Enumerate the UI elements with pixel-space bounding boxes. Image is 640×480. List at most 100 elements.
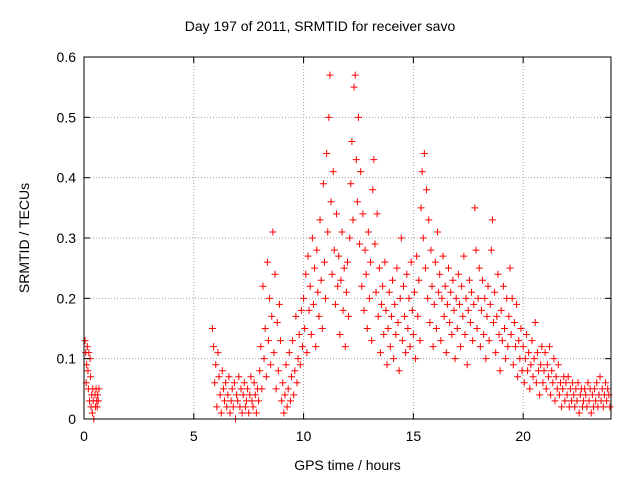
data-point	[309, 300, 317, 308]
data-point	[362, 270, 370, 278]
data-point	[469, 337, 477, 345]
data-point	[292, 312, 300, 320]
data-point	[389, 276, 397, 284]
data-point	[266, 294, 274, 302]
axis-ticks: 0 0.1 0.2 0.3 0.4 0.5 0.6 0 5 10 15 20	[57, 49, 611, 444]
data-point	[245, 409, 253, 417]
data-point	[521, 355, 529, 363]
data-point	[435, 288, 443, 296]
data-point	[81, 337, 89, 345]
data-point	[528, 337, 536, 345]
data-point	[496, 367, 504, 375]
data-point	[583, 403, 591, 411]
data-point	[257, 343, 265, 351]
data-point	[94, 397, 102, 405]
data-point	[543, 361, 551, 369]
data-point	[527, 361, 535, 369]
data-point	[264, 337, 272, 345]
data-point	[491, 288, 499, 296]
data-point	[425, 216, 433, 224]
data-point	[240, 379, 248, 387]
data-point	[356, 240, 364, 248]
y-tick-label: 0.3	[57, 230, 77, 246]
data-point	[415, 276, 423, 284]
data-point	[559, 385, 567, 393]
data-point	[511, 343, 519, 351]
data-point	[378, 300, 386, 308]
data-point	[466, 318, 474, 326]
data-point	[463, 361, 471, 369]
data-point	[453, 325, 461, 332]
data-point	[548, 367, 556, 375]
data-point	[237, 385, 245, 393]
data-point	[335, 252, 343, 260]
data-point	[552, 373, 560, 381]
data-point	[226, 409, 234, 417]
data-point	[494, 270, 502, 278]
data-point	[492, 349, 500, 357]
data-point	[479, 276, 487, 284]
x-tick-label: 5	[190, 428, 198, 444]
data-point	[318, 325, 326, 332]
data-point	[423, 186, 431, 194]
data-point	[508, 294, 516, 302]
data-point	[445, 264, 453, 272]
data-point	[364, 228, 372, 236]
data-point	[464, 306, 472, 314]
data-point	[382, 306, 390, 314]
data-point	[344, 258, 351, 266]
data-point	[596, 373, 604, 381]
data-point	[280, 409, 288, 417]
data-point	[446, 318, 454, 326]
data-point	[575, 409, 583, 417]
data-point	[588, 391, 596, 399]
data-point	[391, 300, 399, 308]
data-point	[486, 300, 494, 308]
data-point	[487, 246, 495, 254]
data-point	[251, 391, 259, 399]
data-point	[574, 379, 582, 387]
chart-title: Day 197 of 2011, SRMTID for receiver sav…	[184, 18, 456, 34]
data-point	[418, 168, 426, 176]
data-point	[474, 294, 482, 302]
data-point	[229, 403, 237, 411]
data-point	[563, 391, 571, 399]
data-point	[304, 252, 312, 260]
data-point	[593, 379, 601, 387]
data-point	[249, 403, 257, 411]
data-point	[319, 180, 327, 188]
data-point	[295, 331, 303, 339]
data-point	[271, 270, 279, 278]
data-point	[475, 264, 483, 272]
data-point	[259, 282, 267, 290]
data-point	[430, 300, 438, 308]
data-point	[517, 325, 525, 332]
data-point	[214, 349, 222, 357]
data-point	[288, 373, 296, 381]
data-point	[338, 228, 346, 236]
data-point	[414, 312, 422, 320]
data-point	[379, 282, 387, 290]
data-point	[582, 391, 590, 399]
data-point	[471, 204, 479, 212]
data-point	[412, 355, 420, 363]
data-point	[413, 252, 421, 260]
data-point	[87, 373, 95, 381]
data-point	[549, 379, 557, 387]
y-tick-label: 0	[68, 411, 76, 427]
data-point	[429, 343, 437, 351]
data-point	[351, 71, 359, 79]
data-point	[409, 331, 417, 339]
data-point	[428, 282, 436, 290]
data-point	[562, 379, 570, 387]
data-point	[250, 379, 258, 387]
data-point	[346, 234, 354, 242]
y-tick-label: 0.6	[57, 49, 77, 65]
data-point	[537, 361, 545, 369]
data-point	[252, 409, 260, 417]
data-point	[221, 397, 229, 405]
data-point	[360, 306, 368, 314]
data-point	[260, 355, 268, 363]
x-tick-label: 15	[406, 428, 422, 444]
data-point	[303, 349, 311, 357]
